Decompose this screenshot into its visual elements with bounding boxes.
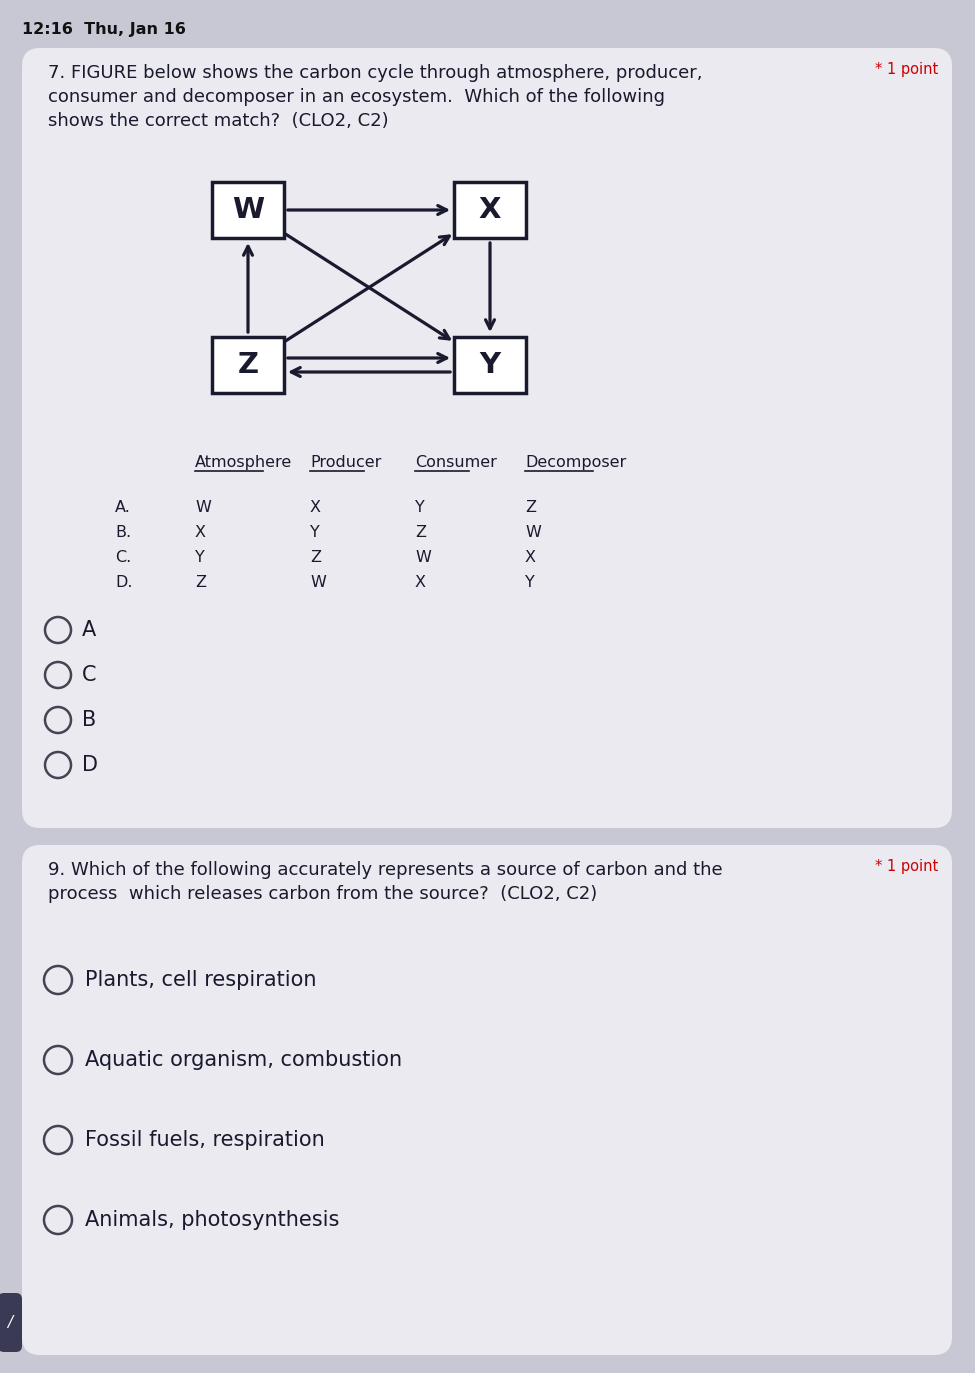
- Text: Animals, photosynthesis: Animals, photosynthesis: [85, 1210, 339, 1230]
- Text: 9. Which of the following accurately represents a source of carbon and the: 9. Which of the following accurately rep…: [48, 861, 722, 879]
- Text: C.: C.: [115, 551, 132, 566]
- Text: Z: Z: [525, 500, 536, 515]
- Text: process  which releases carbon from the source?  (CLO2, C2): process which releases carbon from the s…: [48, 886, 598, 903]
- Text: D.: D.: [115, 575, 133, 590]
- Text: /: /: [8, 1314, 13, 1329]
- Text: Y: Y: [195, 551, 205, 566]
- Text: Plants, cell respiration: Plants, cell respiration: [85, 969, 317, 990]
- FancyBboxPatch shape: [22, 844, 952, 1355]
- Text: Fossil fuels, respiration: Fossil fuels, respiration: [85, 1130, 325, 1151]
- Text: Y: Y: [480, 351, 500, 379]
- Text: Atmosphere: Atmosphere: [195, 454, 292, 470]
- Text: D: D: [82, 755, 98, 774]
- Text: A: A: [82, 621, 97, 640]
- Text: Y: Y: [525, 575, 534, 590]
- Text: A.: A.: [115, 500, 131, 515]
- Text: C: C: [82, 665, 97, 685]
- Text: W: W: [232, 196, 264, 224]
- Bar: [212, 336, 284, 393]
- Text: Aquatic organism, combustion: Aquatic organism, combustion: [85, 1050, 402, 1070]
- Text: consumer and decomposer in an ecosystem.  Which of the following: consumer and decomposer in an ecosystem.…: [48, 88, 665, 106]
- Text: B.: B.: [115, 524, 131, 540]
- Text: W: W: [310, 575, 326, 590]
- Text: W: W: [415, 551, 431, 566]
- Text: X: X: [525, 551, 536, 566]
- Text: shows the correct match?  (CLO2, C2): shows the correct match? (CLO2, C2): [48, 113, 389, 130]
- Text: W: W: [195, 500, 211, 515]
- Text: Decomposer: Decomposer: [525, 454, 626, 470]
- Bar: [454, 336, 526, 393]
- Text: X: X: [479, 196, 501, 224]
- Text: Y: Y: [415, 500, 425, 515]
- Text: Consumer: Consumer: [415, 454, 497, 470]
- Text: 7. FIGURE below shows the carbon cycle through atmosphere, producer,: 7. FIGURE below shows the carbon cycle t…: [48, 65, 703, 82]
- Text: Z: Z: [195, 575, 206, 590]
- Text: B: B: [82, 710, 97, 730]
- Text: Z: Z: [238, 351, 258, 379]
- Text: * 1 point: * 1 point: [875, 62, 938, 77]
- Text: Y: Y: [310, 524, 320, 540]
- Text: 12:16  Thu, Jan 16: 12:16 Thu, Jan 16: [22, 22, 186, 37]
- Text: Z: Z: [310, 551, 321, 566]
- FancyBboxPatch shape: [22, 48, 952, 828]
- Text: X: X: [415, 575, 426, 590]
- FancyBboxPatch shape: [0, 1293, 22, 1352]
- Text: * 1 point: * 1 point: [875, 859, 938, 875]
- Bar: [454, 183, 526, 238]
- Text: Z: Z: [415, 524, 426, 540]
- Text: X: X: [195, 524, 206, 540]
- Text: X: X: [310, 500, 321, 515]
- Text: W: W: [525, 524, 541, 540]
- Text: Producer: Producer: [310, 454, 381, 470]
- Bar: [212, 183, 284, 238]
